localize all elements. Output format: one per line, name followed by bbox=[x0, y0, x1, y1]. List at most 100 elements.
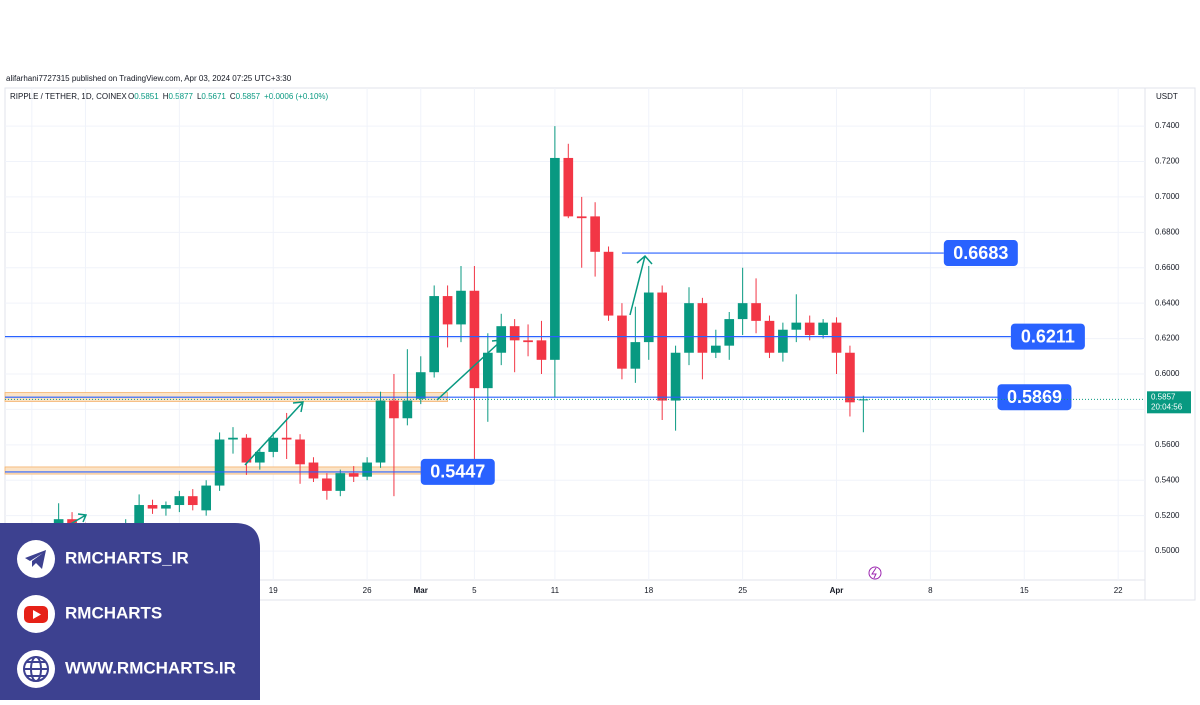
candle-body bbox=[751, 303, 761, 321]
currency: USDT bbox=[1156, 92, 1178, 101]
symbol: RIPPLE / TETHER, 1D, COINEX bbox=[10, 92, 127, 101]
arrow bbox=[629, 254, 653, 316]
x-tick-label: 18 bbox=[644, 586, 653, 595]
youtube-handle: RMCHARTS bbox=[65, 603, 162, 622]
candle-body bbox=[241, 437, 252, 463]
x-tick-label: 5 bbox=[472, 586, 477, 595]
candle-body bbox=[281, 437, 292, 440]
x-tick-label: 11 bbox=[551, 586, 560, 595]
candle-body bbox=[630, 342, 641, 369]
candle-body bbox=[603, 251, 614, 316]
ohlc-value: 0.5857 bbox=[236, 92, 261, 101]
candle-body bbox=[818, 322, 828, 336]
candle-body bbox=[778, 329, 788, 353]
candle-body bbox=[375, 400, 386, 463]
ohlc-key: O bbox=[128, 92, 134, 101]
candle-body bbox=[456, 290, 466, 325]
arrows bbox=[59, 254, 653, 531]
y-tick-label: 0.7000 bbox=[1155, 192, 1180, 201]
candle-body bbox=[737, 303, 748, 320]
y-tick-label: 0.7400 bbox=[1155, 121, 1180, 130]
candle-body bbox=[804, 322, 815, 336]
chart-frame bbox=[4, 87, 1196, 601]
candle-body bbox=[187, 496, 198, 506]
candle-body bbox=[670, 352, 681, 401]
candle-body bbox=[509, 326, 520, 341]
level-label: 0.6683 bbox=[953, 243, 1008, 263]
candle-body bbox=[348, 473, 359, 477]
last-price: 0.5857 bbox=[1151, 392, 1176, 401]
level-label: 0.5869 bbox=[1007, 387, 1062, 407]
candle-body bbox=[214, 439, 225, 486]
ohlc-key: C bbox=[230, 92, 236, 101]
x-tick-label: Apr bbox=[830, 586, 844, 595]
x-tick-label: 26 bbox=[363, 586, 372, 595]
candle-body bbox=[469, 290, 480, 389]
candle-body bbox=[322, 478, 332, 491]
level-label-box bbox=[943, 240, 1018, 267]
candle-body bbox=[415, 372, 426, 399]
candle-body bbox=[134, 505, 144, 525]
candle-body bbox=[576, 216, 587, 219]
candle-body bbox=[429, 296, 440, 373]
ohlc-key: H bbox=[163, 92, 169, 101]
candle-body bbox=[201, 485, 212, 511]
y-tick-label: 0.5200 bbox=[1155, 511, 1180, 520]
level-label-box bbox=[420, 458, 495, 485]
candle-body bbox=[402, 400, 413, 419]
panel-bg bbox=[0, 523, 260, 700]
candle-body bbox=[550, 157, 560, 360]
x-tick-label: 8 bbox=[928, 586, 933, 595]
y-tick-label: 0.6200 bbox=[1155, 334, 1180, 343]
y-tick-label: 0.5400 bbox=[1155, 475, 1180, 484]
published: alifarhani7727315 published on TradingVi… bbox=[6, 74, 292, 83]
candle-body bbox=[523, 340, 533, 343]
telegram-handle: RMCHARTS_IR bbox=[65, 548, 189, 567]
candle-body bbox=[254, 451, 265, 463]
candle-body bbox=[831, 322, 842, 353]
candle-body bbox=[563, 157, 574, 217]
candle-body bbox=[362, 462, 372, 477]
x-tick-label: 15 bbox=[1020, 586, 1029, 595]
y-tick-label: 0.7200 bbox=[1155, 157, 1180, 166]
ohlc-value: 0.5671 bbox=[201, 92, 226, 101]
arrow bbox=[244, 401, 304, 466]
candle-body bbox=[617, 315, 627, 369]
y-tick-label: 0.6800 bbox=[1155, 227, 1180, 236]
countdown: 20:04:56 bbox=[1151, 402, 1183, 411]
event-icon[interactable] bbox=[868, 566, 882, 580]
candle-body bbox=[442, 296, 453, 325]
y-tick-label: 0.6600 bbox=[1155, 263, 1180, 272]
candle-body bbox=[335, 473, 346, 491]
candle-body bbox=[724, 319, 735, 346]
arrow bbox=[436, 339, 503, 401]
candle-body bbox=[174, 496, 185, 506]
ohlc-change: +0.0006 (+0.10%) bbox=[264, 92, 328, 101]
candle-body bbox=[697, 303, 708, 353]
telegram-plane bbox=[25, 550, 46, 569]
ohlc: O0.5851 H0.5877 L0.5671 C0.5857 +0.0006 (+0.… bbox=[128, 92, 329, 101]
x-tick-label: 19 bbox=[269, 586, 278, 595]
candle-body bbox=[590, 216, 600, 252]
ohlc-key: L bbox=[197, 92, 202, 101]
candle-body bbox=[791, 322, 802, 330]
website: WWW.RMCHARTS.IR bbox=[65, 658, 236, 677]
candle-body bbox=[858, 399, 869, 401]
candle-body bbox=[228, 437, 238, 440]
y-tick-label: 0.6400 bbox=[1155, 298, 1180, 307]
level-label-box bbox=[997, 384, 1072, 411]
y-tick-label: 0.5600 bbox=[1155, 440, 1180, 449]
candle-body bbox=[643, 292, 654, 343]
x-tick-label: 25 bbox=[738, 586, 747, 595]
candle-body bbox=[845, 352, 855, 403]
watermark-panel: RMCHARTS_IR RMCHARTS WWW.RMCHARTS.IR bbox=[0, 523, 260, 700]
level-label-box bbox=[1010, 323, 1085, 350]
candle-body bbox=[308, 462, 319, 479]
zone bbox=[4, 466, 422, 475]
level-label: 0.6211 bbox=[1021, 326, 1075, 346]
candle-body bbox=[268, 437, 279, 452]
x-tick-label: 22 bbox=[1114, 586, 1123, 595]
candle-body bbox=[389, 400, 399, 419]
candle-body bbox=[657, 292, 668, 401]
